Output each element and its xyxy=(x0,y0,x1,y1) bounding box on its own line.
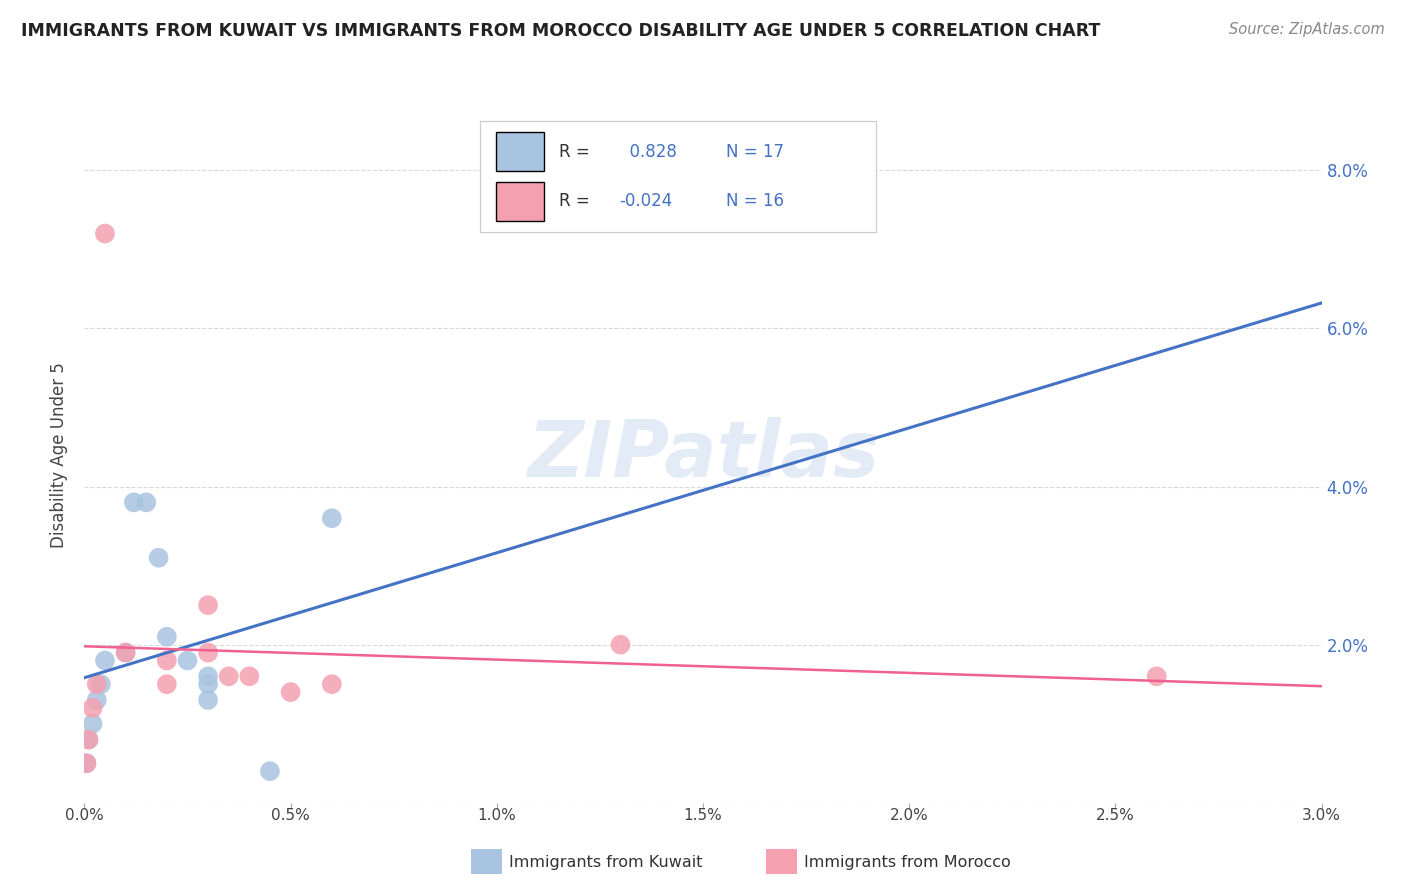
Point xyxy=(114,646,136,660)
Text: 0.5%: 0.5% xyxy=(271,808,309,823)
Text: Immigrants from Morocco: Immigrants from Morocco xyxy=(804,855,1011,870)
Point xyxy=(94,653,117,667)
Point xyxy=(1146,669,1168,683)
Point xyxy=(156,677,179,691)
Point xyxy=(218,669,240,683)
Text: Source: ZipAtlas.com: Source: ZipAtlas.com xyxy=(1229,22,1385,37)
Point xyxy=(75,756,97,771)
Point xyxy=(238,669,260,683)
Point xyxy=(197,677,219,691)
Y-axis label: Disability Age Under 5: Disability Age Under 5 xyxy=(51,362,69,548)
Point xyxy=(82,716,104,731)
Point xyxy=(86,693,108,707)
Text: 2.0%: 2.0% xyxy=(890,808,928,823)
Point xyxy=(321,677,343,691)
Point xyxy=(77,732,100,747)
Point xyxy=(197,669,219,683)
Point xyxy=(77,732,100,747)
Point xyxy=(156,630,179,644)
Text: 0.0%: 0.0% xyxy=(65,808,104,823)
Point xyxy=(197,693,219,707)
Point xyxy=(75,756,97,771)
Point xyxy=(321,511,343,525)
Point xyxy=(197,646,219,660)
Point xyxy=(135,495,157,509)
Point xyxy=(94,227,117,241)
Point xyxy=(280,685,302,699)
Point xyxy=(122,495,145,509)
Point xyxy=(197,598,219,612)
Text: 1.0%: 1.0% xyxy=(478,808,516,823)
Text: 3.0%: 3.0% xyxy=(1302,808,1341,823)
Text: 2.5%: 2.5% xyxy=(1097,808,1135,823)
Point xyxy=(148,550,170,565)
Text: IMMIGRANTS FROM KUWAIT VS IMMIGRANTS FROM MOROCCO DISABILITY AGE UNDER 5 CORRELA: IMMIGRANTS FROM KUWAIT VS IMMIGRANTS FRO… xyxy=(21,22,1101,40)
Text: ZIPatlas: ZIPatlas xyxy=(527,417,879,493)
Text: Immigrants from Kuwait: Immigrants from Kuwait xyxy=(509,855,703,870)
Point xyxy=(156,653,179,667)
Point xyxy=(114,646,136,660)
Point xyxy=(176,653,198,667)
Point xyxy=(82,701,104,715)
Text: 1.5%: 1.5% xyxy=(683,808,723,823)
Point xyxy=(609,638,631,652)
Point xyxy=(90,677,112,691)
Point xyxy=(259,764,281,779)
Point xyxy=(86,677,108,691)
